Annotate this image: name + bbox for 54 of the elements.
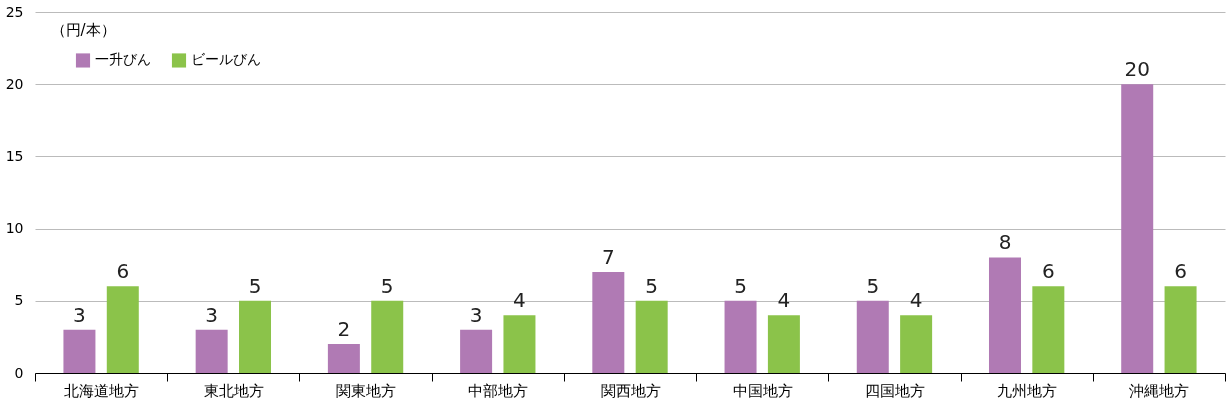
data-label: 2: [337, 317, 351, 342]
bar: [1032, 286, 1065, 373]
bar: [503, 315, 536, 373]
data-label: 7: [601, 244, 615, 269]
x-tick-label: 中国地方: [732, 381, 793, 400]
bar: [371, 300, 404, 373]
x-tick-label: 九州地方: [997, 381, 1058, 400]
y-tick-label: 0: [14, 364, 24, 381]
bar: [592, 271, 625, 373]
legend-label: ビールびん: [191, 51, 261, 68]
x-tick-label: 関東地方: [336, 381, 397, 400]
bar: [460, 329, 493, 373]
legend-label: 一升びん: [95, 51, 151, 68]
y-tick-label: 25: [5, 3, 24, 20]
x-tick-label: 北海道地方: [64, 381, 140, 400]
bar: [327, 344, 360, 373]
data-label: 6: [1041, 259, 1055, 284]
data-label: 5: [248, 273, 262, 298]
x-tick-label: 四国地方: [864, 381, 925, 400]
bar: [900, 315, 933, 373]
data-label: 5: [866, 273, 880, 298]
bar: [195, 329, 228, 373]
bar: [856, 300, 889, 373]
data-label: 4: [513, 288, 526, 313]
data-label: 5: [734, 273, 747, 298]
bar: [635, 300, 668, 373]
bar: [239, 300, 272, 373]
y-tick-label: 20: [5, 75, 24, 92]
y-tick-label: 5: [14, 292, 24, 309]
y-tick-label: 15: [5, 147, 24, 164]
bar: [767, 315, 800, 373]
data-label: 5: [380, 273, 394, 298]
bar: [724, 300, 757, 373]
data-label: 6: [116, 259, 130, 284]
data-label: 5: [645, 273, 659, 298]
x-tick-label: 東北地方: [203, 381, 264, 400]
x-tick-label: 関西地方: [600, 381, 661, 400]
data-label: 4: [909, 288, 923, 313]
x-tick-label: 沖縄地方: [1129, 381, 1190, 400]
data-label: 3: [73, 302, 86, 327]
bar: [63, 329, 96, 373]
bar: [1121, 84, 1154, 373]
bar: [106, 286, 139, 373]
x-tick-label: 中部地方: [468, 381, 529, 400]
bar: [1164, 286, 1197, 373]
data-label: 6: [1174, 259, 1187, 284]
y-tick-label: 10: [5, 220, 24, 237]
data-label: 3: [205, 302, 219, 327]
bar: [988, 257, 1021, 373]
data-label: 20: [1124, 57, 1150, 82]
data-label: 4: [777, 288, 791, 313]
y-axis-title: （円/本）: [50, 20, 116, 39]
data-label: 8: [998, 230, 1012, 255]
data-label: 3: [469, 302, 483, 327]
